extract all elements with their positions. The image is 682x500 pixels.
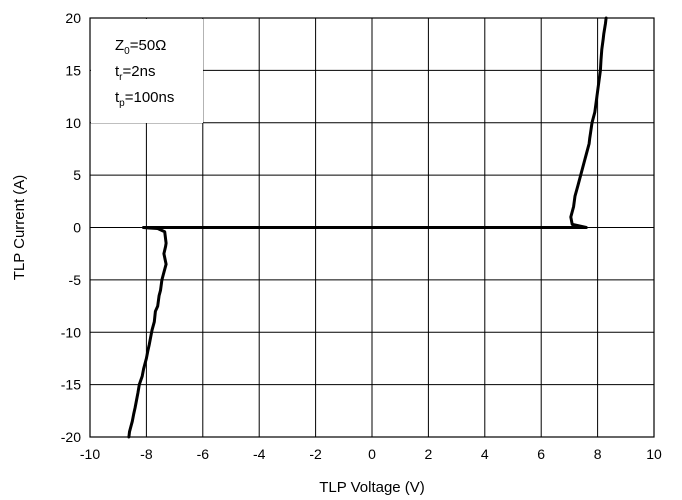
x-tick-label: -8	[140, 446, 153, 462]
annotation-box	[91, 19, 203, 123]
x-axis-label: TLP Voltage (V)	[319, 479, 425, 496]
annotation-line: tr=2ns	[115, 63, 155, 83]
x-tick-label: 0	[368, 446, 376, 462]
curves	[127, 16, 608, 439]
y-tick-label: -20	[61, 429, 81, 445]
series-line-2	[142, 16, 608, 229]
y-tick-label: 5	[73, 167, 81, 183]
x-tick-label: 10	[646, 446, 662, 462]
annotation-line: tp=100ns	[115, 89, 174, 109]
y-tick-label: -5	[69, 272, 82, 288]
x-tick-label: 2	[425, 446, 433, 462]
annotation: Z0=50Ω tr=2ns tp=100ns	[115, 37, 174, 109]
plot-frame	[89, 17, 655, 438]
series-line-1	[127, 226, 168, 439]
x-tick-label: -10	[80, 446, 100, 462]
y-axis-label: TLP Current (A)	[11, 175, 28, 281]
y-tick-label: 10	[65, 115, 81, 131]
x-tick-label: -6	[197, 446, 210, 462]
x-tick-label: -4	[253, 446, 266, 462]
y-tick-label: 20	[65, 10, 81, 26]
x-tick-label: 8	[594, 446, 602, 462]
x-tick-label: -2	[309, 446, 322, 462]
annotation-line: Z0=50Ω	[115, 37, 166, 57]
y-tick-label: -10	[61, 324, 81, 340]
x-tick-label: 4	[481, 446, 489, 462]
x-tick-label: 6	[537, 446, 545, 462]
y-tick-label: 15	[65, 62, 81, 78]
y-tick-label: 0	[73, 220, 81, 236]
y-tick-label: -15	[61, 377, 81, 393]
